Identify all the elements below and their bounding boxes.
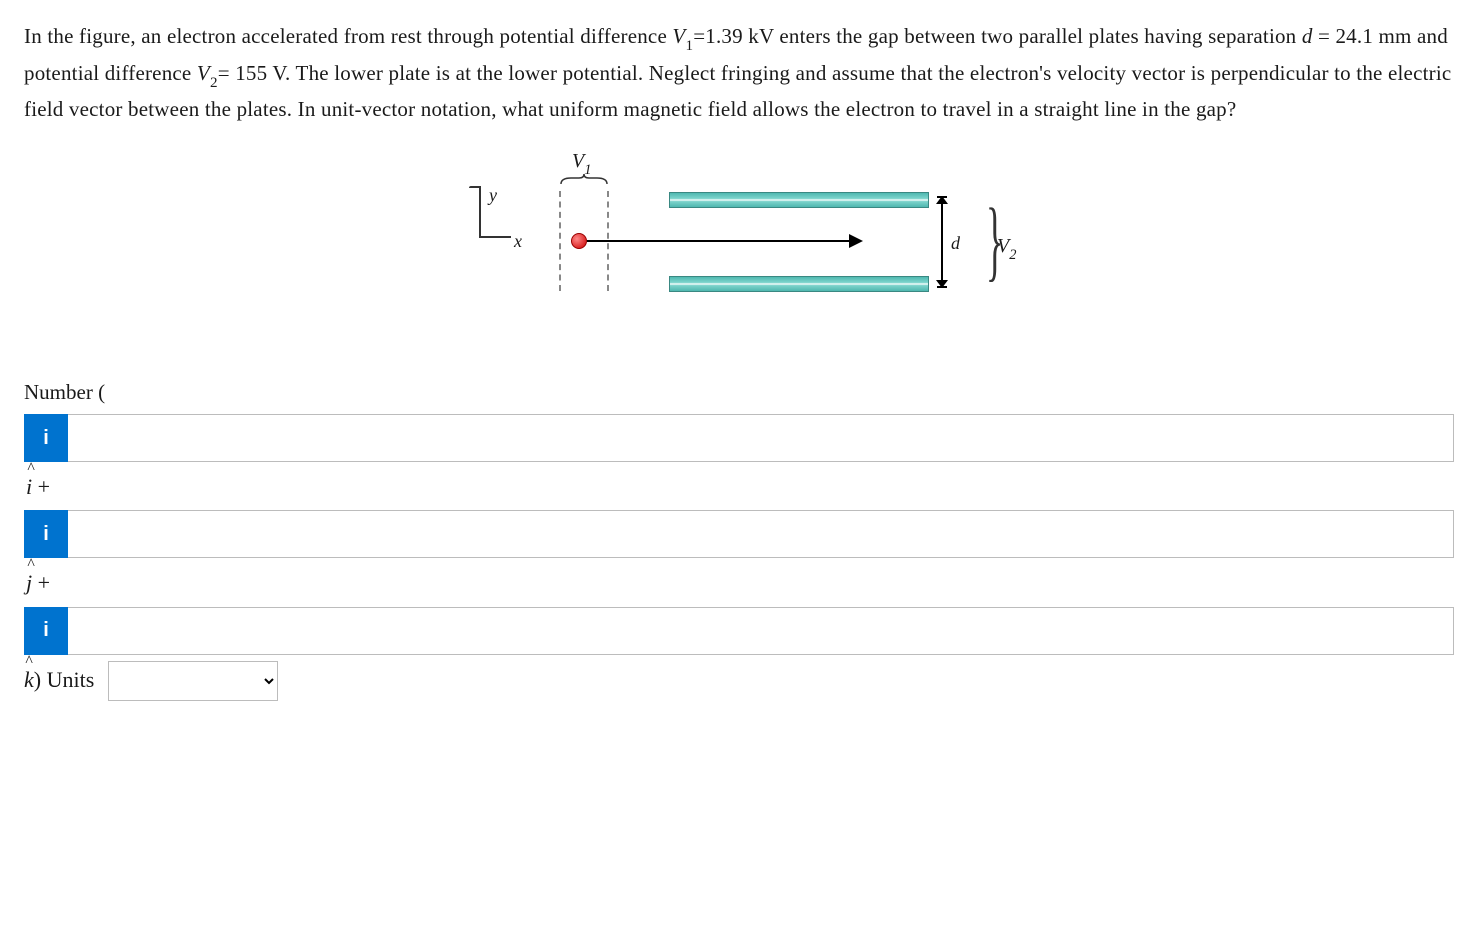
k-component-input[interactable] xyxy=(68,607,1454,655)
electron-icon xyxy=(571,233,587,249)
i-component-input[interactable] xyxy=(68,414,1454,462)
d-tick-top xyxy=(937,196,947,198)
lower-plate xyxy=(669,276,929,292)
v1-label: V1 xyxy=(572,146,591,179)
k-component-row: i xyxy=(24,607,1454,655)
y-axis-label: y xyxy=(489,182,497,210)
j-hat-label: j + xyxy=(26,566,1454,600)
sub-2: 2 xyxy=(210,75,218,91)
k-hat-units-label: k) Units xyxy=(24,663,94,697)
units-row: k) Units xyxy=(24,661,1454,701)
i-component-row: i xyxy=(24,414,1454,462)
x-axis-label: x xyxy=(514,228,522,256)
accelerator-left xyxy=(559,191,561,291)
y-axis xyxy=(479,186,481,236)
text: In the figure, an electron accelerated f… xyxy=(24,24,672,48)
d-label: d xyxy=(951,230,960,258)
units-select[interactable] xyxy=(108,661,278,701)
sub-1: 1 xyxy=(685,38,693,54)
y-axis-tick xyxy=(469,186,481,188)
i-hat-label: i + xyxy=(26,470,1454,504)
info-button-k[interactable]: i xyxy=(24,607,68,655)
d-dimension-line xyxy=(941,196,943,288)
var-d: d xyxy=(1302,24,1313,48)
velocity-vector-head xyxy=(849,234,863,248)
figure-container: y x V1 d } V2 xyxy=(24,156,1454,336)
upper-plate xyxy=(669,192,929,208)
answer-area: Number ( i i + i j + i k) Units xyxy=(24,376,1454,701)
text: = 155 V. The lower plate is at the lower… xyxy=(24,61,1451,122)
info-button-j[interactable]: i xyxy=(24,510,68,558)
x-axis xyxy=(479,236,511,238)
text: =1.39 kV enters the gap between two para… xyxy=(693,24,1302,48)
j-component-input[interactable] xyxy=(68,510,1454,558)
var-v: V xyxy=(672,24,685,48)
var-v: V xyxy=(197,61,210,85)
d-tick-bottom xyxy=(937,286,947,288)
v2-label: V2 xyxy=(997,231,1016,264)
problem-statement: In the figure, an electron accelerated f… xyxy=(24,20,1454,126)
velocity-vector-line xyxy=(587,240,852,242)
j-component-row: i xyxy=(24,510,1454,558)
info-button-i[interactable]: i xyxy=(24,414,68,462)
number-label: Number ( xyxy=(24,376,1454,409)
physics-figure: y x V1 d } V2 xyxy=(459,156,1019,336)
